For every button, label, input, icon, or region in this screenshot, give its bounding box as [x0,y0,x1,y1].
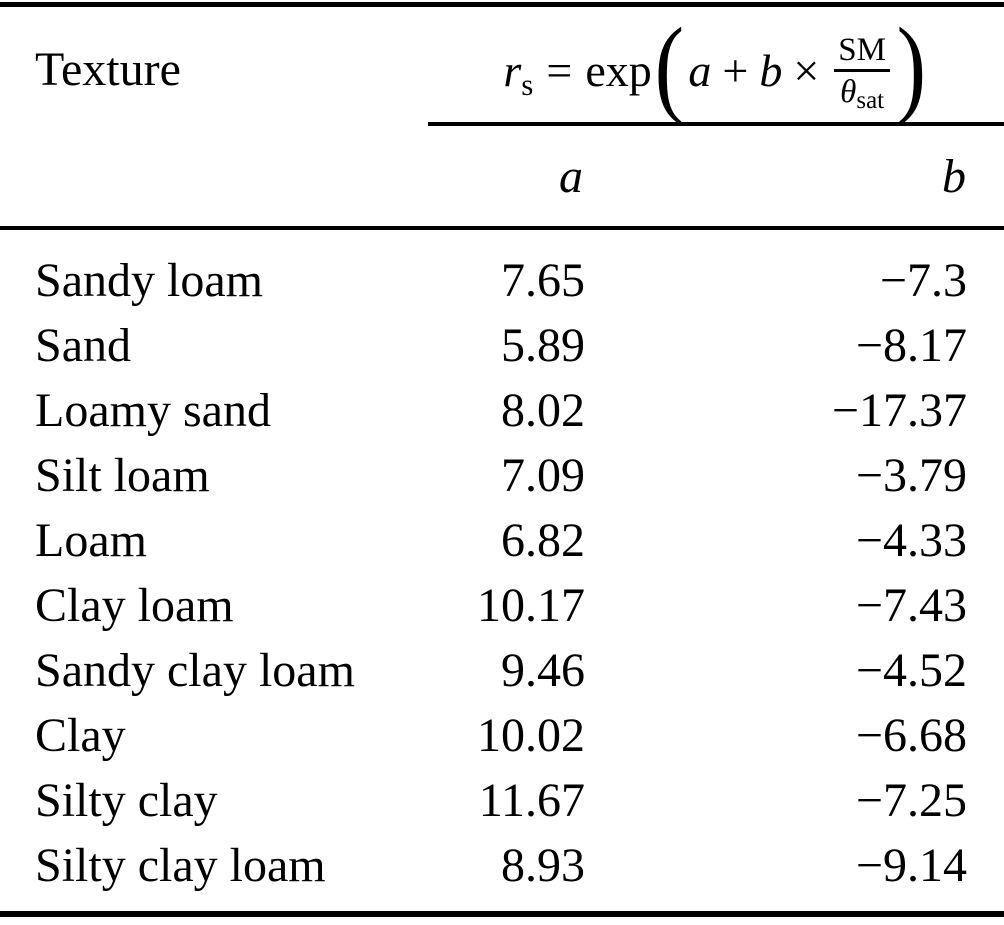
formula-b: b [759,45,783,96]
b-value-cell: −17.37 [831,384,967,437]
a-value-cell: 10.17 [477,579,585,632]
b-value-cell: −4.33 [855,514,967,567]
a-value-cell: 7.65 [501,254,585,307]
texture-cell: Silty clay [35,774,218,827]
formula-midrule [428,122,1004,126]
texture-cell: Clay [35,709,126,762]
texture-cell: Loam [35,514,147,567]
a-value-cell: 7.09 [501,449,585,502]
table-row: Sand 5.89 −8.17 [0,313,1004,378]
theta-subscript: sat [856,86,885,114]
a-value-cell: 6.82 [501,514,585,567]
texture-cell: Silt loam [35,449,210,502]
table-row: Sandy clay loam 9.46 −4.52 [0,638,1004,703]
b-value-cell: −6.68 [855,709,967,762]
table-row: Loam 6.82 −4.33 [0,508,1004,573]
table-row: Clay loam 10.17 −7.43 [0,573,1004,638]
fraction-bar [834,68,890,72]
formula-times: × [793,45,820,96]
formula-r: r [503,45,522,96]
texture-cell: Clay loam [35,579,234,632]
formula-equals: = [546,45,573,96]
column-header-b: b [942,150,966,203]
texture-cell: Silty clay loam [35,839,326,892]
fraction-numerator-sm: SM [838,31,886,68]
b-value-cell: −7.25 [855,774,967,827]
formula-close-paren: ) [896,6,927,127]
formula-plus: + [722,45,749,96]
a-value-cell: 9.46 [501,644,585,697]
table-row: Sandy loam 7.65 −7.3 [0,248,1004,313]
formula-r-subscript: s [521,66,534,102]
table-row: Clay 10.02 −6.68 [0,703,1004,768]
formula-exp: exp [585,45,652,96]
texture-cell: Loamy sand [35,384,271,437]
fraction-denominator-theta-sat: θsat [840,72,884,113]
b-value-cell: −4.52 [855,644,967,697]
formula-a: a [688,45,712,96]
a-value-cell: 10.02 [477,709,585,762]
b-value-cell: −8.17 [855,319,967,372]
table-row: Silt loam 7.09 −3.79 [0,443,1004,508]
b-value-cell: −9.14 [855,839,967,892]
texture-column-header: Texture [35,43,181,96]
table-body: Sandy loam 7.65 −7.3 Sand 5.89 −8.17 Loa… [0,248,1004,898]
column-header-a: a [559,150,583,203]
texture-cell: Sandy loam [35,254,263,307]
b-value-cell: −3.79 [855,449,967,502]
formula-fraction: SM θsat [834,31,890,113]
a-value-cell: 5.89 [501,319,585,372]
table-row: Silty clay loam 8.93 −9.14 [0,833,1004,898]
b-value-cell: −7.3 [879,254,967,307]
a-value-cell: 8.02 [501,384,585,437]
bottom-rule [0,911,1004,917]
b-value-cell: −7.43 [855,579,967,632]
texture-cell: Sandy clay loam [35,644,355,697]
header-rule [0,226,1004,230]
table-row: Loamy sand 8.02 −17.37 [0,378,1004,443]
table-row: Silty clay 11.67 −7.25 [0,768,1004,833]
formula-open-paren: ( [654,6,684,127]
top-rule [0,2,1004,7]
a-value-cell: 11.67 [478,774,585,827]
theta-symbol: θ [840,73,857,110]
texture-cell: Sand [35,319,131,372]
a-value-cell: 8.93 [501,839,585,892]
